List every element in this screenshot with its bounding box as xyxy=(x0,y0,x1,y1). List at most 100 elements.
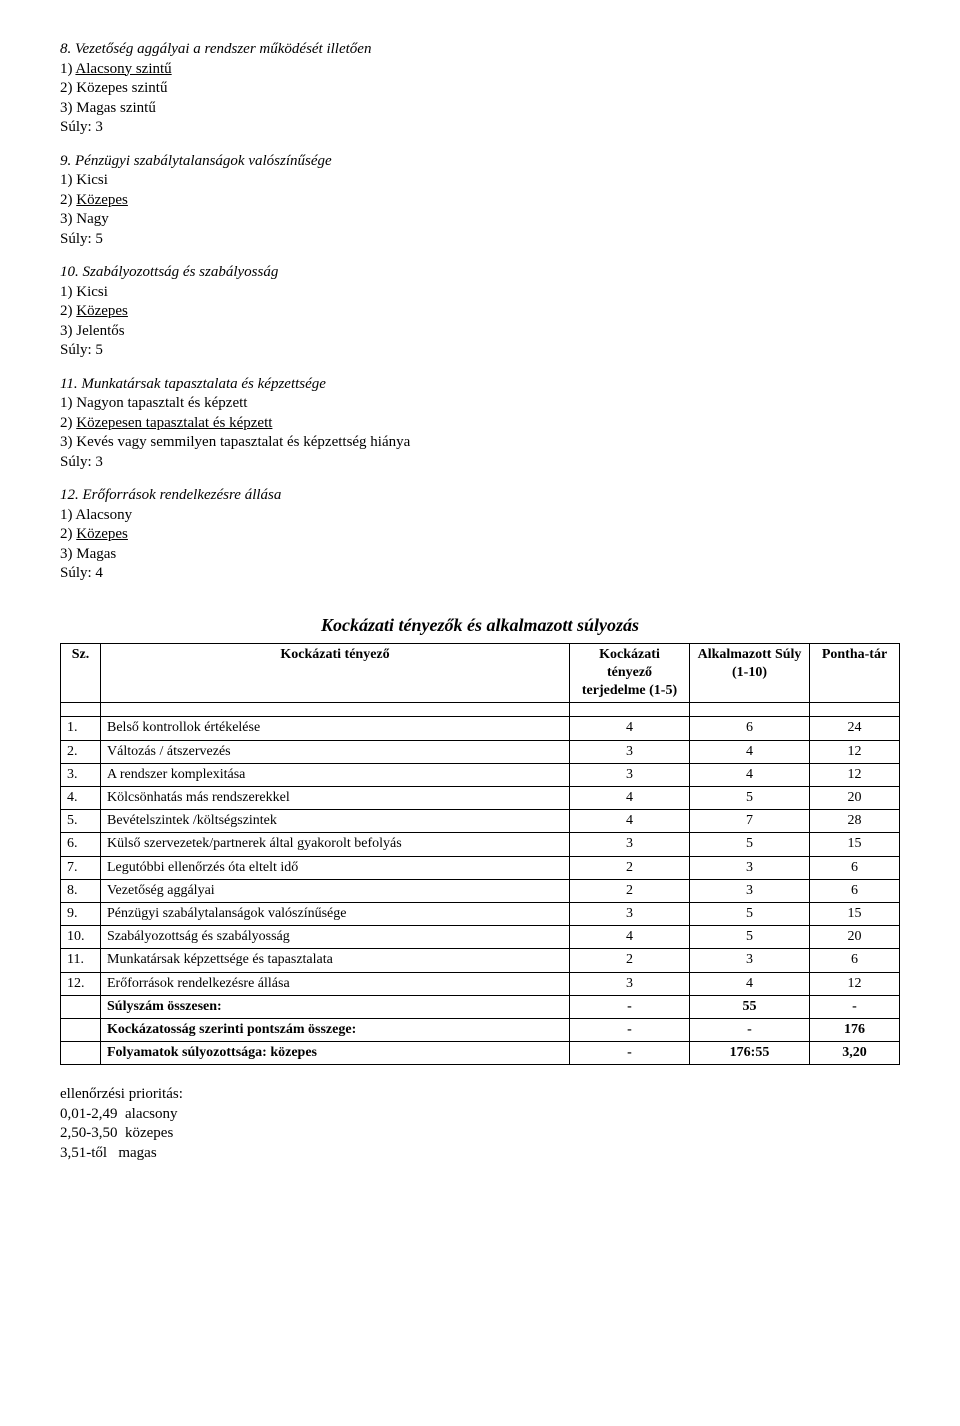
col-range: Kockázati tényező terjedelme (1-5) xyxy=(570,643,690,703)
option-text: Jelentős xyxy=(76,323,124,339)
table-row: 11.Munkatársak képzettsége és tapasztala… xyxy=(61,949,900,972)
cell-sz: 5. xyxy=(61,810,101,833)
cell-summary-value: - xyxy=(570,995,690,1018)
cell-sz: 1. xyxy=(61,717,101,740)
cell-value: 4 xyxy=(690,972,810,995)
section-title: 10. Szabályozottság és szabályosság xyxy=(60,263,900,283)
table-row: 7.Legutóbbi ellenőrzés óta eltelt idő236 xyxy=(61,856,900,879)
cell-value: 3 xyxy=(570,833,690,856)
cell-value: 7 xyxy=(690,810,810,833)
cell-sz: 6. xyxy=(61,833,101,856)
section-title: 12. Erőforrások rendelkezésre állása xyxy=(60,486,900,506)
cell-sz xyxy=(61,1018,101,1041)
question-section: 12. Erőforrások rendelkezésre állása1) A… xyxy=(60,486,900,584)
option-prefix: 3) xyxy=(60,323,76,339)
option-prefix: 2) xyxy=(60,415,76,431)
col-sz: Sz. xyxy=(61,643,101,703)
footer-line: 2,50-3,50 közepes xyxy=(60,1124,900,1144)
cell-sz: 12. xyxy=(61,972,101,995)
section-title: 11. Munkatársak tapasztalata és képzetts… xyxy=(60,375,900,395)
cell-value: 3 xyxy=(570,740,690,763)
cell-label: Vezetőség aggályai xyxy=(101,879,570,902)
footer-line: 0,01-2,49 alacsony xyxy=(60,1105,900,1125)
table-row: 6.Külső szervezetek/partnerek által gyak… xyxy=(61,833,900,856)
option-line: 1) Alacsony xyxy=(60,506,900,526)
cell-value: 5 xyxy=(690,787,810,810)
cell-label: Bevételszintek /költségszintek xyxy=(101,810,570,833)
option-prefix: 2) xyxy=(60,303,76,319)
cell-sz: 4. xyxy=(61,787,101,810)
table-row: 1.Belső kontrollok értékelése4624 xyxy=(61,717,900,740)
option-text: Közepes szintű xyxy=(76,80,167,96)
cell-value: 3 xyxy=(570,902,690,925)
cell-sz xyxy=(61,1042,101,1065)
risk-table: Sz. Kockázati tényező Kockázati tényező … xyxy=(60,643,900,1065)
option-text: Alacsony szintű xyxy=(75,61,171,77)
option-prefix: 3) xyxy=(60,434,76,450)
cell-value: 6 xyxy=(810,949,900,972)
cell-sz xyxy=(61,995,101,1018)
weight-line: Súly: 4 xyxy=(60,564,900,584)
cell-value: 2 xyxy=(570,949,690,972)
cell-summary-value: 176 xyxy=(810,1018,900,1041)
option-line: 1) Alacsony szintű xyxy=(60,60,900,80)
cell-label: A rendszer komplexitása xyxy=(101,763,570,786)
option-text: Alacsony xyxy=(75,507,132,523)
option-line: 1) Kicsi xyxy=(60,283,900,303)
option-prefix: 2) xyxy=(60,192,76,208)
cell-label: Munkatársak képzettsége és tapasztalata xyxy=(101,949,570,972)
table-title: Kockázati tényezők és alkalmazott súlyoz… xyxy=(60,614,900,637)
section-title: 9. Pénzügyi szabálytalanságok valószínűs… xyxy=(60,152,900,172)
cell-value: 5 xyxy=(690,833,810,856)
cell-summary-value: 176:55 xyxy=(690,1042,810,1065)
cell-summary-value: - xyxy=(570,1042,690,1065)
cell-value: 6 xyxy=(810,879,900,902)
cell-value: 20 xyxy=(810,926,900,949)
option-line: 2) Közepes xyxy=(60,302,900,322)
weight-line: Súly: 3 xyxy=(60,118,900,138)
cell-value: 4 xyxy=(570,787,690,810)
footer-block: ellenőrzési prioritás: 0,01-2,49 alacson… xyxy=(60,1085,900,1163)
option-prefix: 1) xyxy=(60,172,76,188)
option-prefix: 3) xyxy=(60,100,76,116)
cell-value: 12 xyxy=(810,740,900,763)
footer-heading: ellenőrzési prioritás: xyxy=(60,1085,900,1105)
cell-sz: 2. xyxy=(61,740,101,763)
cell-sz: 9. xyxy=(61,902,101,925)
option-text: Közepes xyxy=(76,192,128,208)
cell-label: Legutóbbi ellenőrzés óta eltelt idő xyxy=(101,856,570,879)
option-line: 3) Magas szintű xyxy=(60,99,900,119)
weight-line: Súly: 5 xyxy=(60,341,900,361)
cell-value: 12 xyxy=(810,972,900,995)
option-prefix: 1) xyxy=(60,284,76,300)
option-line: 1) Nagyon tapasztalt és képzett xyxy=(60,394,900,414)
table-row: 9.Pénzügyi szabálytalanságok valószínűsé… xyxy=(61,902,900,925)
cell-value: 3 xyxy=(690,949,810,972)
option-prefix: 3) xyxy=(60,211,76,227)
cell-value: 24 xyxy=(810,717,900,740)
cell-summary-value: - xyxy=(810,995,900,1018)
option-prefix: 1) xyxy=(60,61,75,77)
option-prefix: 1) xyxy=(60,507,75,523)
cell-label: Belső kontrollok értékelése xyxy=(101,717,570,740)
option-prefix: 1) xyxy=(60,395,76,411)
cell-label: Szabályozottság és szabályosság xyxy=(101,926,570,949)
option-line: 3) Kevés vagy semmilyen tapasztalat és k… xyxy=(60,433,900,453)
col-weight: Alkalmazott Súly (1-10) xyxy=(690,643,810,703)
cell-value: 4 xyxy=(690,740,810,763)
table-blank-row xyxy=(61,703,900,717)
table-summary-row: Folyamatok súlyozottsága: közepes-176:55… xyxy=(61,1042,900,1065)
cell-value: 3 xyxy=(570,763,690,786)
question-section: 9. Pénzügyi szabálytalanságok valószínűs… xyxy=(60,152,900,250)
col-factor: Kockázati tényező xyxy=(101,643,570,703)
table-header-row: Sz. Kockázati tényező Kockázati tényező … xyxy=(61,643,900,703)
table-row: 10.Szabályozottság és szabályosság4520 xyxy=(61,926,900,949)
weight-line: Súly: 3 xyxy=(60,453,900,473)
cell-value: 4 xyxy=(570,810,690,833)
cell-sz: 3. xyxy=(61,763,101,786)
footer-line: 3,51-től magas xyxy=(60,1144,900,1164)
cell-value: 4 xyxy=(570,926,690,949)
cell-value: 5 xyxy=(690,902,810,925)
option-text: Közepes xyxy=(76,303,128,319)
cell-summary-value: - xyxy=(690,1018,810,1041)
